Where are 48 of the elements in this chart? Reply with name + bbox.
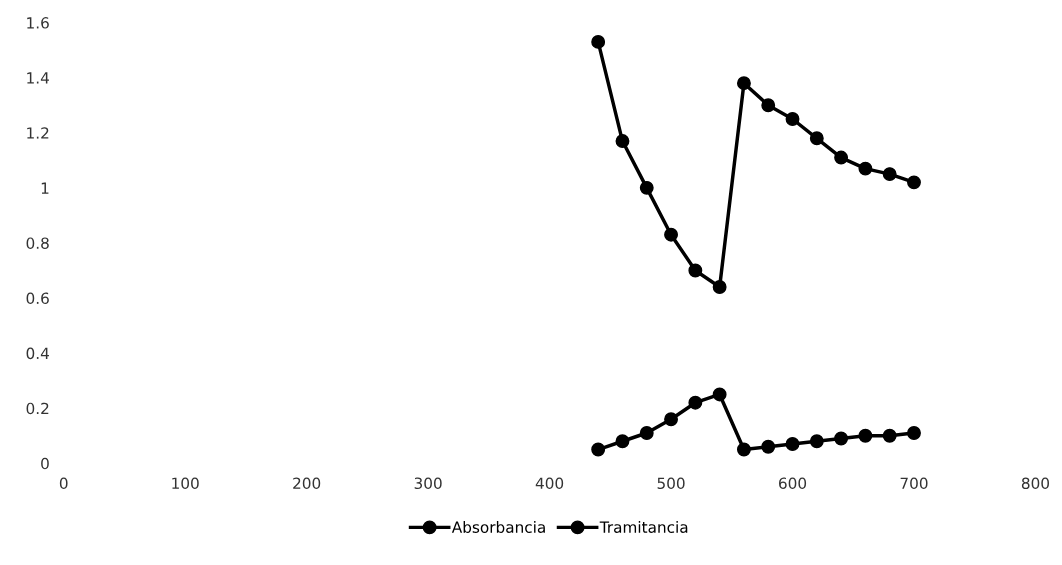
point bbox=[639, 426, 654, 440]
y-tick-label: 1.2 bbox=[27, 127, 49, 139]
x-tick-label: 700 bbox=[900, 477, 928, 490]
y-tick-label: 1.6 bbox=[27, 17, 49, 29]
point bbox=[907, 426, 921, 440]
point bbox=[834, 431, 849, 446]
point bbox=[736, 76, 751, 91]
point bbox=[664, 227, 678, 242]
y-tick-label: 0.4 bbox=[26, 347, 49, 360]
point bbox=[615, 134, 630, 148]
point bbox=[761, 98, 776, 113]
legend-label: Absorbancia bbox=[451, 521, 545, 533]
point bbox=[809, 131, 824, 146]
y-tick-label: 1.4 bbox=[27, 72, 49, 84]
point bbox=[785, 112, 800, 126]
point bbox=[591, 34, 606, 49]
point bbox=[639, 180, 654, 195]
point bbox=[907, 175, 921, 190]
y-tick-label: 0.2 bbox=[26, 402, 49, 415]
y-tick-label: 0 bbox=[41, 457, 49, 470]
y-tick-label: 1 bbox=[41, 182, 49, 194]
point bbox=[882, 167, 897, 182]
x-tick-label: 0 bbox=[59, 477, 68, 490]
point bbox=[736, 442, 751, 457]
point bbox=[761, 439, 776, 454]
point bbox=[688, 395, 703, 410]
point bbox=[882, 428, 897, 443]
point bbox=[809, 434, 824, 449]
x-tick-label: 200 bbox=[293, 477, 321, 490]
point bbox=[688, 263, 703, 278]
y-tick-label: 0.8 bbox=[26, 237, 49, 249]
point bbox=[712, 387, 727, 402]
legend-label: Tramitancia bbox=[599, 521, 688, 533]
point bbox=[591, 442, 606, 457]
point bbox=[615, 434, 630, 449]
point bbox=[712, 280, 727, 294]
point bbox=[785, 437, 800, 451]
point bbox=[834, 150, 849, 165]
x-tick-label: 800 bbox=[1021, 477, 1050, 490]
point bbox=[858, 161, 873, 176]
x-tick-label: 600 bbox=[779, 477, 807, 490]
x-tick-label: 100 bbox=[172, 477, 199, 490]
x-tick-label: 500 bbox=[657, 477, 685, 490]
y-tick-label: 0.6 bbox=[26, 292, 49, 305]
x-tick-label: 400 bbox=[535, 477, 564, 490]
x-tick-label: 300 bbox=[414, 477, 442, 490]
point bbox=[664, 412, 678, 427]
point bbox=[858, 428, 873, 443]
